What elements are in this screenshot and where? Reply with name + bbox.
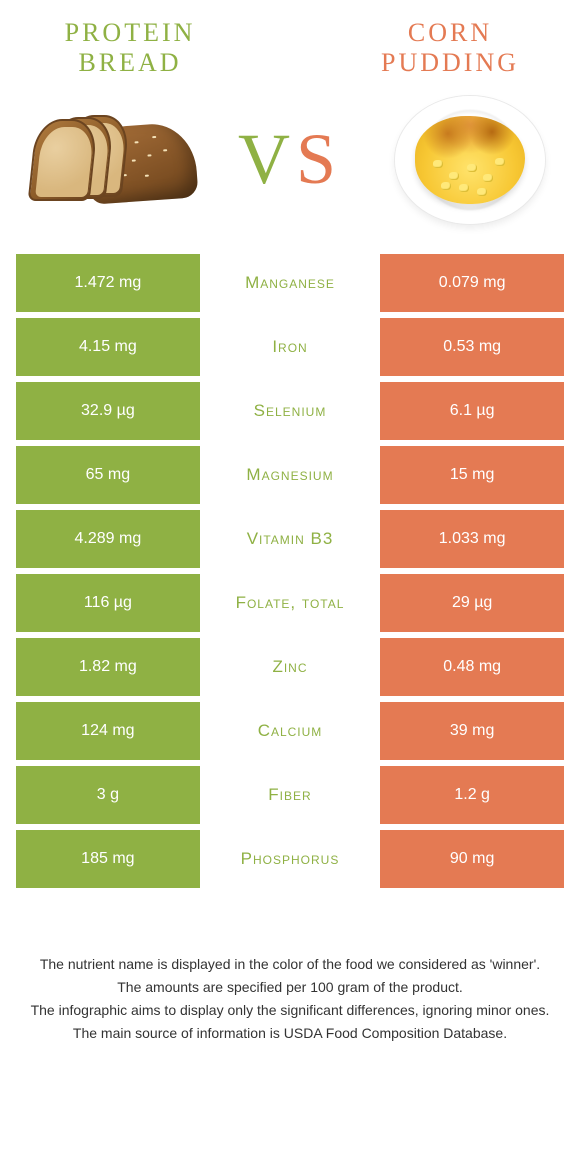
header: Protein bread Corn pudding xyxy=(0,0,580,86)
table-row: 65 mgMagnesium15 mg xyxy=(16,446,564,504)
table-row: 116 µgFolate, total29 µg xyxy=(16,574,564,632)
vs-v: V xyxy=(238,119,296,199)
right-value: 0.53 mg xyxy=(380,318,564,376)
footer-line: The amounts are specified per 100 gram o… xyxy=(26,977,554,998)
table-row: 3 gFiber1.2 g xyxy=(16,766,564,824)
table-row: 32.9 µgSelenium6.1 µg xyxy=(16,382,564,440)
comparison-table: 1.472 mgManganese0.079 mg 4.15 mgIron0.53… xyxy=(0,254,580,888)
vs-s: S xyxy=(296,119,342,199)
table-row: 185 mgPhosphorus90 mg xyxy=(16,830,564,888)
right-value: 0.079 mg xyxy=(380,254,564,312)
nutrient-name: Vitamin B3 xyxy=(203,510,378,568)
left-value: 124 mg xyxy=(16,702,200,760)
left-value: 185 mg xyxy=(16,830,200,888)
vs-label: VS xyxy=(238,118,342,201)
left-food-image xyxy=(30,96,190,224)
bread-icon xyxy=(30,107,190,212)
table-row: 4.289 mgVitamin B31.033 mg xyxy=(16,510,564,568)
left-value: 32.9 µg xyxy=(16,382,200,440)
nutrient-name: Fiber xyxy=(203,766,378,824)
left-value: 116 µg xyxy=(16,574,200,632)
left-value: 65 mg xyxy=(16,446,200,504)
right-value: 39 mg xyxy=(380,702,564,760)
table-row: 124 mgCalcium39 mg xyxy=(16,702,564,760)
table-row: 1.472 mgManganese0.079 mg xyxy=(16,254,564,312)
left-value: 1.82 mg xyxy=(16,638,200,696)
corn-pudding-icon xyxy=(395,96,545,224)
right-value: 29 µg xyxy=(380,574,564,632)
nutrient-name: Iron xyxy=(203,318,378,376)
footer-line: The infographic aims to display only the… xyxy=(26,1000,554,1021)
left-value: 1.472 mg xyxy=(16,254,200,312)
right-value: 0.48 mg xyxy=(380,638,564,696)
nutrient-name: Magnesium xyxy=(203,446,378,504)
table-row: 4.15 mgIron0.53 mg xyxy=(16,318,564,376)
right-food-title: Corn pudding xyxy=(350,18,550,78)
left-value: 4.15 mg xyxy=(16,318,200,376)
footer-notes: The nutrient name is displayed in the co… xyxy=(0,894,580,1044)
table-row: 1.82 mgZinc0.48 mg xyxy=(16,638,564,696)
left-value: 3 g xyxy=(16,766,200,824)
nutrient-name: Manganese xyxy=(203,254,378,312)
nutrient-name: Folate, total xyxy=(203,574,378,632)
footer-line: The main source of information is USDA F… xyxy=(26,1023,554,1044)
right-value: 6.1 µg xyxy=(380,382,564,440)
footer-line: The nutrient name is displayed in the co… xyxy=(26,954,554,975)
nutrient-name: Calcium xyxy=(203,702,378,760)
right-value: 1.033 mg xyxy=(380,510,564,568)
nutrient-name: Selenium xyxy=(203,382,378,440)
nutrient-name: Zinc xyxy=(203,638,378,696)
left-value: 4.289 mg xyxy=(16,510,200,568)
right-food-image xyxy=(390,96,550,224)
right-value: 1.2 g xyxy=(380,766,564,824)
left-food-title: Protein bread xyxy=(30,18,230,78)
right-value: 15 mg xyxy=(380,446,564,504)
vs-row: VS xyxy=(0,86,580,254)
nutrient-name: Phosphorus xyxy=(203,830,378,888)
right-value: 90 mg xyxy=(380,830,564,888)
